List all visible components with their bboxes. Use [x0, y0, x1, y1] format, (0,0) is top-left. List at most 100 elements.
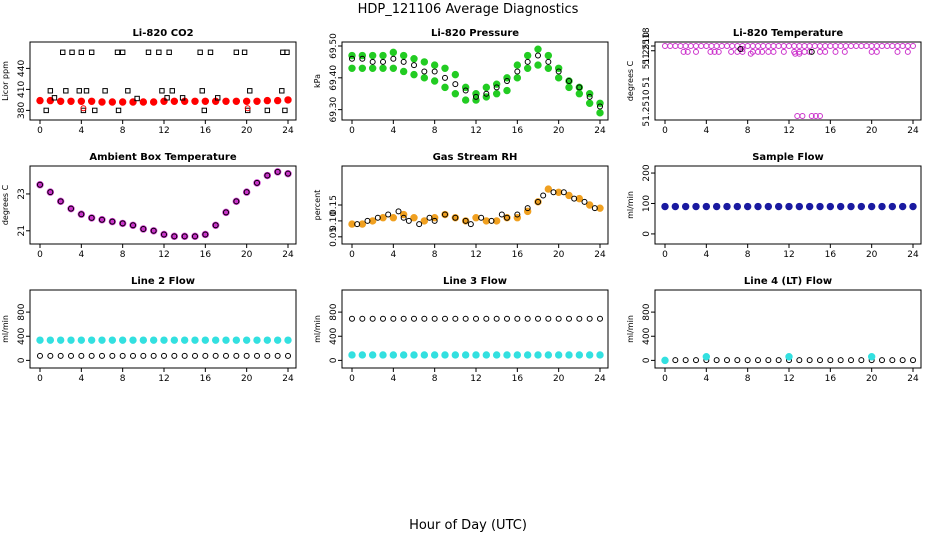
data-point — [279, 88, 285, 94]
data-point — [201, 97, 210, 106]
data-point — [245, 107, 251, 114]
series-pressure-band-lower — [348, 61, 604, 117]
plot-title: Gas Stream RH — [433, 152, 518, 163]
data-point — [734, 357, 741, 364]
data-point — [389, 214, 398, 222]
data-point — [535, 315, 541, 322]
data-point — [242, 97, 251, 106]
y-tick-label: 380 — [17, 102, 27, 119]
data-point — [805, 202, 814, 211]
data-point — [832, 43, 839, 49]
data-point — [118, 98, 127, 106]
data-point — [67, 336, 75, 344]
data-point — [534, 61, 542, 69]
x-tick-label: 12 — [470, 250, 481, 260]
data-point — [78, 49, 85, 55]
data-point — [806, 43, 813, 49]
data-point — [503, 86, 511, 95]
x-tick-label: 16 — [200, 374, 212, 384]
data-point — [46, 336, 55, 344]
x-tick-label: 16 — [825, 250, 837, 260]
plot-frame — [654, 41, 922, 121]
data-point — [888, 202, 897, 211]
data-point — [233, 49, 240, 55]
x-tick-label: 4 — [390, 126, 396, 136]
data-point — [576, 84, 583, 91]
data-point — [253, 336, 261, 344]
data-point — [523, 351, 532, 359]
x-tick-label: 24 — [907, 374, 919, 384]
data-point — [102, 88, 108, 94]
data-point — [734, 48, 741, 55]
data-point — [535, 52, 541, 59]
data-point — [760, 43, 767, 49]
x-tick-label: 16 — [512, 250, 524, 260]
x-tick-label: 24 — [594, 250, 606, 260]
series-line-2-high — [36, 336, 292, 344]
y-tick-label: 51.2510 — [642, 32, 652, 69]
data-point — [482, 351, 491, 359]
y-tick-label: 200 — [642, 164, 652, 181]
data-point — [524, 315, 531, 322]
data-point — [215, 95, 221, 101]
data-point — [166, 49, 172, 55]
series-temp-mean — [737, 45, 815, 55]
data-point — [389, 48, 398, 57]
y-axis-label: Licor ppm — [1, 61, 10, 101]
data-point — [744, 43, 751, 49]
y-axis-label: ml/min — [313, 315, 322, 343]
data-point — [78, 352, 85, 359]
data-point — [715, 48, 722, 55]
data-point — [243, 189, 250, 196]
data-point — [349, 315, 355, 322]
data-point — [161, 231, 167, 238]
data-point — [134, 95, 140, 102]
data-point — [672, 357, 679, 364]
y-tick-label: 0.15 — [329, 195, 339, 215]
data-point — [837, 43, 844, 49]
data-point — [754, 202, 762, 211]
x-tick-label: 20 — [553, 126, 565, 136]
data-point — [889, 43, 896, 49]
data-point — [585, 201, 594, 209]
data-point — [889, 357, 896, 364]
x-axis-label: Hour of Day (UTC) — [409, 518, 527, 533]
data-point — [492, 217, 501, 225]
data-point — [232, 97, 241, 106]
data-point — [76, 88, 82, 94]
x-tick-label: 8 — [745, 126, 751, 136]
data-point — [785, 353, 793, 361]
data-point — [904, 43, 911, 49]
data-point — [410, 55, 418, 63]
data-point — [68, 205, 74, 212]
data-point — [749, 43, 756, 49]
data-point — [514, 315, 521, 322]
data-point — [733, 202, 742, 211]
data-point — [545, 315, 552, 322]
plot-title: Li-820 Temperature — [733, 28, 843, 39]
data-point — [671, 202, 680, 211]
data-point — [591, 205, 598, 212]
data-point — [441, 64, 449, 72]
data-point — [410, 214, 418, 222]
x-tick-label: 4 — [703, 126, 709, 136]
data-point — [207, 49, 214, 55]
data-point — [37, 181, 43, 188]
data-point — [159, 88, 165, 94]
data-point — [399, 51, 408, 60]
data-point — [212, 222, 219, 229]
data-point — [99, 216, 105, 223]
data-point — [682, 357, 689, 364]
data-point — [565, 83, 573, 92]
data-point — [379, 64, 387, 72]
data-point — [87, 336, 96, 344]
plot-frame — [29, 289, 297, 369]
x-tick-label: 20 — [866, 250, 878, 260]
y-tick-label: 400 — [642, 327, 652, 344]
data-point — [841, 48, 848, 55]
data-point — [555, 315, 562, 322]
data-point — [88, 214, 95, 221]
data-point — [795, 202, 804, 211]
data-point — [114, 49, 121, 55]
data-point — [681, 202, 690, 211]
